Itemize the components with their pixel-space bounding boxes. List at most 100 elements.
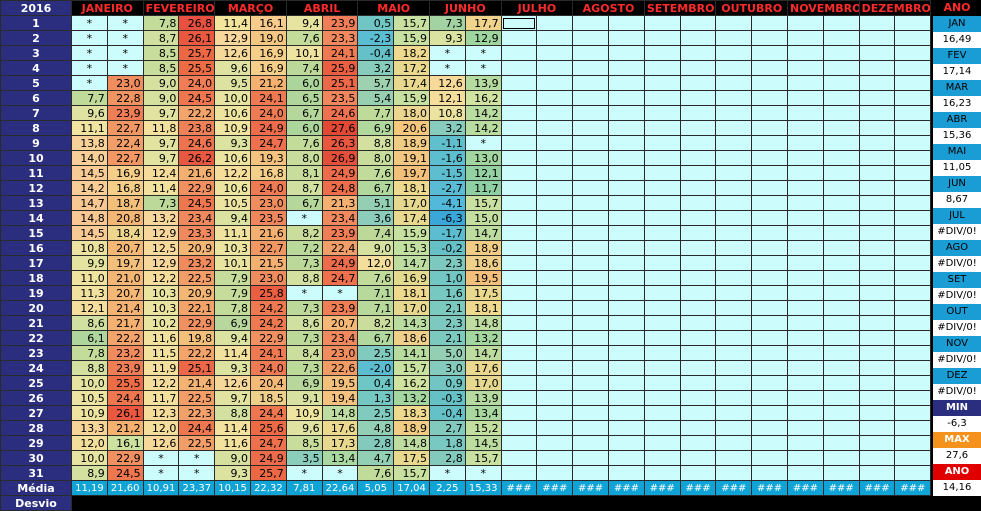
min-temp-cell[interactable]: 12,6 bbox=[429, 75, 466, 91]
empty-cell[interactable] bbox=[858, 405, 896, 421]
empty-cell[interactable] bbox=[715, 150, 753, 166]
empty-cell[interactable] bbox=[787, 60, 824, 76]
max-temp-cell[interactable]: 24,0 bbox=[249, 180, 287, 196]
min-temp-cell[interactable]: 8,8 bbox=[357, 135, 395, 151]
empty-cell[interactable] bbox=[715, 435, 753, 451]
month-avg-label[interactable]: FEV bbox=[933, 48, 981, 64]
empty-cell[interactable] bbox=[715, 390, 753, 406]
month-avg-label[interactable]: OUT bbox=[933, 304, 981, 320]
min-temp-cell[interactable]: 12,1 bbox=[71, 300, 108, 316]
empty-cell[interactable] bbox=[822, 465, 860, 481]
media-cell[interactable]: ### bbox=[500, 480, 538, 496]
empty-cell[interactable] bbox=[751, 75, 789, 91]
max-temp-cell[interactable]: 16,1 bbox=[249, 15, 287, 31]
max-temp-cell[interactable]: 15,2 bbox=[464, 420, 502, 436]
min-temp-cell[interactable]: 7,1 bbox=[357, 300, 395, 316]
empty-cell[interactable] bbox=[751, 255, 789, 271]
min-temp-cell[interactable]: 14,7 bbox=[71, 195, 108, 211]
min-temp-cell[interactable]: 12,6 bbox=[214, 375, 251, 391]
day-number[interactable]: 30 bbox=[0, 450, 72, 466]
min-label[interactable]: MIN bbox=[933, 400, 981, 416]
max-value[interactable]: 27,6 bbox=[933, 448, 981, 464]
empty-cell[interactable] bbox=[894, 150, 932, 166]
empty-cell[interactable] bbox=[787, 300, 824, 316]
min-temp-cell[interactable]: 10,9 bbox=[214, 120, 251, 136]
max-temp-cell[interactable]: 20,9 bbox=[178, 240, 216, 256]
empty-cell[interactable] bbox=[679, 465, 717, 481]
min-temp-cell[interactable]: 11,4 bbox=[214, 15, 251, 31]
empty-cell[interactable] bbox=[894, 450, 932, 466]
empty-cell[interactable] bbox=[572, 390, 609, 406]
min-temp-cell[interactable]: 10,6 bbox=[214, 180, 251, 196]
empty-cell[interactable] bbox=[643, 435, 681, 451]
empty-cell[interactable] bbox=[500, 15, 538, 31]
empty-cell[interactable] bbox=[787, 240, 824, 256]
empty-cell[interactable] bbox=[608, 225, 645, 241]
empty-cell[interactable] bbox=[894, 465, 932, 481]
max-temp-cell[interactable]: 14,1 bbox=[393, 345, 430, 361]
max-temp-cell[interactable]: 21,5 bbox=[249, 255, 287, 271]
max-temp-cell[interactable]: 22,5 bbox=[178, 270, 216, 286]
day-number[interactable]: 18 bbox=[0, 270, 72, 286]
empty-cell[interactable] bbox=[787, 270, 824, 286]
max-temp-cell[interactable]: 24,9 bbox=[321, 165, 359, 181]
empty-cell[interactable] bbox=[679, 450, 717, 466]
empty-cell[interactable] bbox=[751, 60, 789, 76]
empty-cell[interactable] bbox=[858, 465, 896, 481]
empty-cell[interactable] bbox=[751, 390, 789, 406]
day-number[interactable]: 5 bbox=[0, 75, 72, 91]
media-cell[interactable]: 10,15 bbox=[214, 480, 251, 496]
month-avg-label[interactable]: AGO bbox=[933, 240, 981, 256]
min-temp-cell[interactable]: * bbox=[142, 450, 180, 466]
empty-cell[interactable] bbox=[787, 75, 824, 91]
min-temp-cell[interactable]: 4,8 bbox=[357, 420, 395, 436]
month-avg-label[interactable]: DEZ bbox=[933, 368, 981, 384]
max-temp-cell[interactable]: 24,1 bbox=[249, 90, 287, 106]
empty-cell[interactable] bbox=[679, 45, 717, 61]
min-temp-cell[interactable]: 6,7 bbox=[357, 330, 395, 346]
media-cell[interactable]: ### bbox=[787, 480, 824, 496]
max-temp-cell[interactable]: 24,9 bbox=[321, 255, 359, 271]
empty-cell[interactable] bbox=[572, 240, 609, 256]
media-cell[interactable]: 17,04 bbox=[393, 480, 430, 496]
empty-cell[interactable] bbox=[751, 165, 789, 181]
empty-cell[interactable] bbox=[536, 255, 574, 271]
day-number[interactable]: 11 bbox=[0, 165, 72, 181]
empty-cell[interactable] bbox=[572, 135, 609, 151]
media-cell[interactable]: 2,25 bbox=[429, 480, 466, 496]
day-number[interactable]: 29 bbox=[0, 435, 72, 451]
empty-cell[interactable] bbox=[679, 150, 717, 166]
min-temp-cell[interactable]: 10,3 bbox=[142, 300, 180, 316]
max-temp-cell[interactable]: 17,6 bbox=[464, 360, 502, 376]
min-temp-cell[interactable]: -1,1 bbox=[429, 135, 466, 151]
min-temp-cell[interactable]: 9,3 bbox=[214, 360, 251, 376]
max-temp-cell[interactable]: 18,3 bbox=[393, 405, 430, 421]
empty-cell[interactable] bbox=[643, 240, 681, 256]
empty-cell[interactable] bbox=[608, 120, 645, 136]
empty-cell[interactable] bbox=[536, 300, 574, 316]
max-temp-cell[interactable]: 15,9 bbox=[393, 90, 430, 106]
empty-cell[interactable] bbox=[608, 330, 645, 346]
max-temp-cell[interactable]: 23,4 bbox=[321, 210, 359, 226]
min-temp-cell[interactable]: -1,5 bbox=[429, 165, 466, 181]
min-temp-cell[interactable]: 9,0 bbox=[142, 90, 180, 106]
min-temp-cell[interactable]: 7,1 bbox=[357, 285, 395, 301]
max-temp-cell[interactable]: 21,2 bbox=[106, 420, 144, 436]
empty-cell[interactable] bbox=[715, 165, 753, 181]
empty-cell[interactable] bbox=[608, 15, 645, 31]
empty-cell[interactable] bbox=[536, 345, 574, 361]
max-temp-cell[interactable]: 16,9 bbox=[106, 165, 144, 181]
empty-cell[interactable] bbox=[858, 240, 896, 256]
day-number[interactable]: 12 bbox=[0, 180, 72, 196]
month-avg-value[interactable]: 8,67 bbox=[933, 192, 981, 208]
empty-cell[interactable] bbox=[894, 180, 932, 196]
empty-cell[interactable] bbox=[500, 165, 538, 181]
max-temp-cell[interactable]: 19,5 bbox=[321, 375, 359, 391]
empty-cell[interactable] bbox=[894, 405, 932, 421]
max-temp-cell[interactable]: 12,1 bbox=[464, 165, 502, 181]
min-temp-cell[interactable]: 11,6 bbox=[214, 435, 251, 451]
media-cell[interactable]: 22,32 bbox=[249, 480, 287, 496]
empty-cell[interactable] bbox=[822, 165, 860, 181]
max-temp-cell[interactable]: * bbox=[178, 450, 216, 466]
empty-cell[interactable] bbox=[572, 405, 609, 421]
